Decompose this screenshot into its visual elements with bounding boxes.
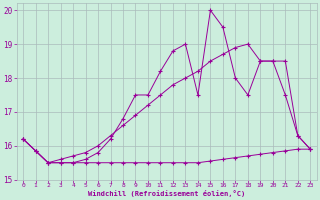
X-axis label: Windchill (Refroidissement éolien,°C): Windchill (Refroidissement éolien,°C): [88, 190, 245, 197]
